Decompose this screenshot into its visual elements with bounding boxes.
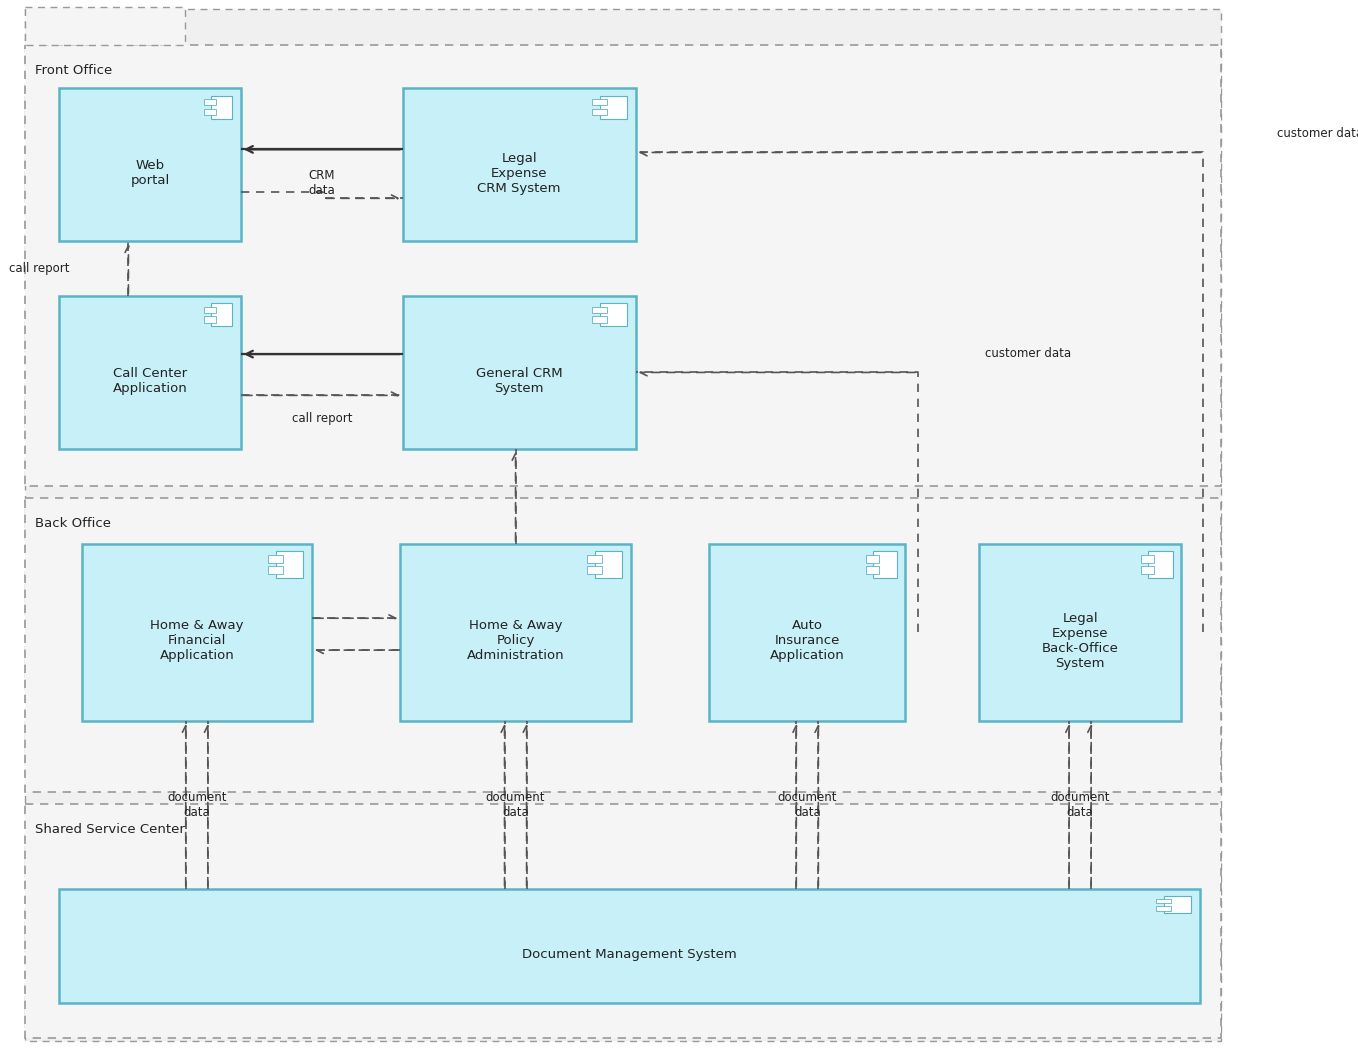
FancyBboxPatch shape [1141,566,1154,573]
FancyBboxPatch shape [60,296,240,449]
FancyBboxPatch shape [1156,899,1171,903]
FancyBboxPatch shape [587,555,602,563]
Text: CRM
data: CRM data [308,169,335,197]
FancyBboxPatch shape [1164,897,1191,913]
FancyBboxPatch shape [592,307,607,314]
Text: customer data: customer data [1277,127,1358,140]
Text: Front Office: Front Office [35,64,113,77]
Text: Back Office: Back Office [35,517,111,530]
FancyBboxPatch shape [979,544,1181,721]
Text: General CRM
System: General CRM System [475,366,562,395]
FancyBboxPatch shape [587,566,602,573]
FancyBboxPatch shape [866,566,879,573]
FancyBboxPatch shape [60,89,240,241]
FancyBboxPatch shape [592,99,607,106]
Text: Shared Service Center: Shared Service Center [35,824,185,836]
FancyBboxPatch shape [873,551,896,578]
FancyBboxPatch shape [60,889,1199,1002]
Text: Call Center
Application: Call Center Application [113,366,187,395]
Text: Legal
Expense
Back-Office
System: Legal Expense Back-Office System [1042,611,1119,670]
FancyBboxPatch shape [595,551,622,578]
Text: Document Management System: Document Management System [523,947,737,961]
Text: Auto
Insurance
Application: Auto Insurance Application [770,619,845,662]
FancyBboxPatch shape [600,303,627,326]
Text: call report: call report [292,412,352,426]
FancyBboxPatch shape [210,303,232,326]
Text: call report: call report [10,262,69,275]
FancyBboxPatch shape [600,96,627,118]
FancyBboxPatch shape [709,544,906,721]
FancyBboxPatch shape [26,10,1221,1040]
FancyBboxPatch shape [26,7,185,45]
FancyBboxPatch shape [81,544,312,721]
Text: document
data: document data [167,791,227,818]
FancyBboxPatch shape [403,296,636,449]
FancyBboxPatch shape [210,96,232,118]
FancyBboxPatch shape [269,566,284,573]
FancyBboxPatch shape [592,109,607,115]
FancyBboxPatch shape [269,555,284,563]
FancyBboxPatch shape [277,551,303,578]
Text: document
data: document data [1050,791,1109,818]
FancyBboxPatch shape [26,805,1221,1038]
Text: Web
portal: Web portal [130,159,170,187]
FancyBboxPatch shape [1141,555,1154,563]
FancyBboxPatch shape [403,89,636,241]
Text: document
data: document data [486,791,546,818]
FancyBboxPatch shape [866,555,879,563]
FancyBboxPatch shape [1156,906,1171,910]
FancyBboxPatch shape [204,307,216,314]
FancyBboxPatch shape [204,109,216,115]
FancyBboxPatch shape [401,544,631,721]
FancyBboxPatch shape [26,45,1221,486]
Text: Legal
Expense
CRM System: Legal Expense CRM System [478,152,561,194]
FancyBboxPatch shape [592,317,607,323]
FancyBboxPatch shape [204,317,216,323]
Text: Home & Away
Financial
Application: Home & Away Financial Application [149,619,243,662]
FancyBboxPatch shape [1149,551,1173,578]
Text: Home & Away
Policy
Administration: Home & Away Policy Administration [467,619,565,662]
FancyBboxPatch shape [204,99,216,106]
Text: document
data: document data [778,791,837,818]
Text: customer data: customer data [985,347,1071,360]
FancyBboxPatch shape [26,498,1221,792]
